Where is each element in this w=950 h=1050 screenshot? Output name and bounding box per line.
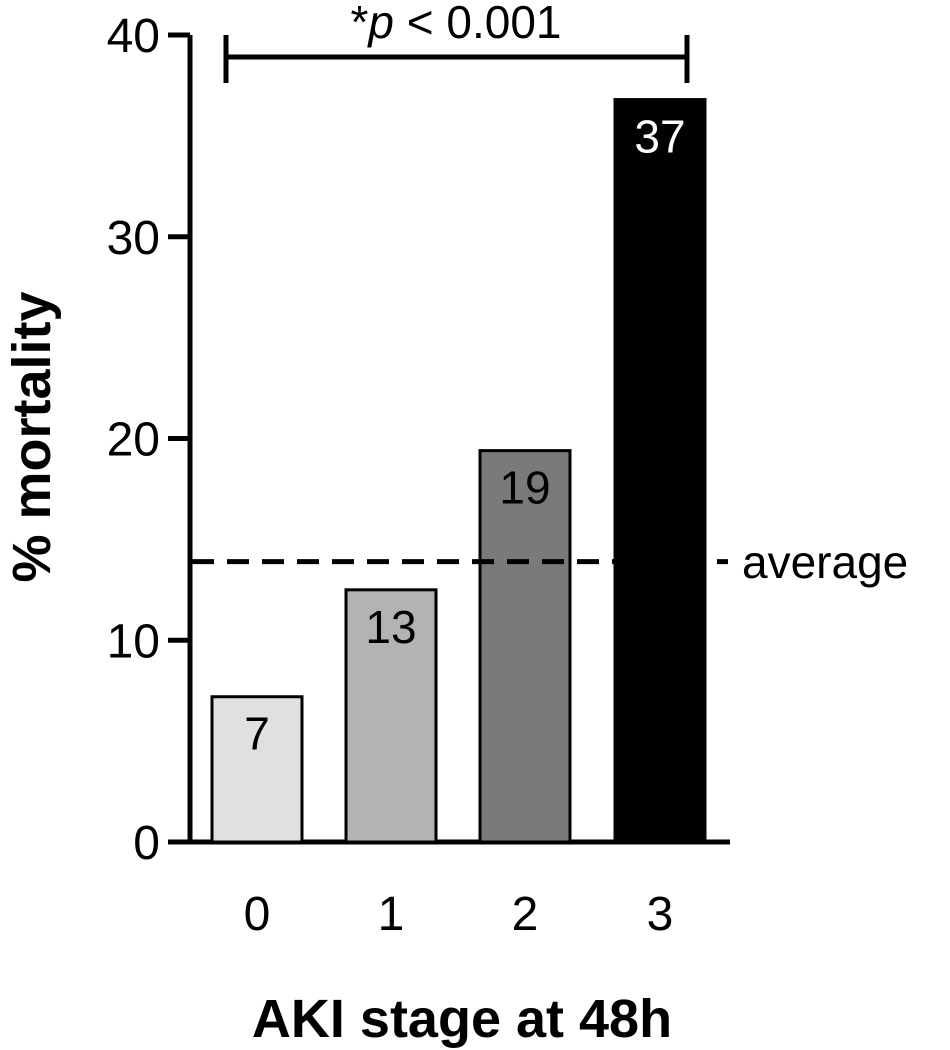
y-tick-label: 10 [107,615,160,668]
x-tick-label: 3 [647,888,674,941]
bar [613,98,707,844]
significance-comparison: < 0.001 [394,0,562,48]
average-line-label: average [742,536,908,588]
bar-value-label: 19 [499,462,550,514]
y-axis-title: % mortality [2,291,62,582]
significance-prefix: * [350,0,368,48]
x-axis-title: AKI stage at 48h [252,989,672,1049]
significance-p-symbol: p [366,0,394,48]
bar [210,695,304,844]
x-tick-label: 2 [512,888,539,941]
bar [478,449,572,844]
x-tick-label: 1 [378,888,405,941]
bar-value-label: 13 [365,601,416,653]
bar-value-label: 37 [634,111,685,163]
y-tick-label: 0 [133,817,160,870]
y-tick-label: 30 [107,212,160,265]
bar [344,588,438,844]
chart-marks: 0 10 20 30 40 0 7 1 13 2 19 3 37 [107,10,730,941]
significance-label: *p < 0.001 [350,0,561,48]
y-tick-label: 40 [107,10,160,63]
bar-value-label: 7 [244,708,270,760]
x-tick-label: 0 [244,888,271,941]
y-tick-label: 20 [107,414,160,467]
